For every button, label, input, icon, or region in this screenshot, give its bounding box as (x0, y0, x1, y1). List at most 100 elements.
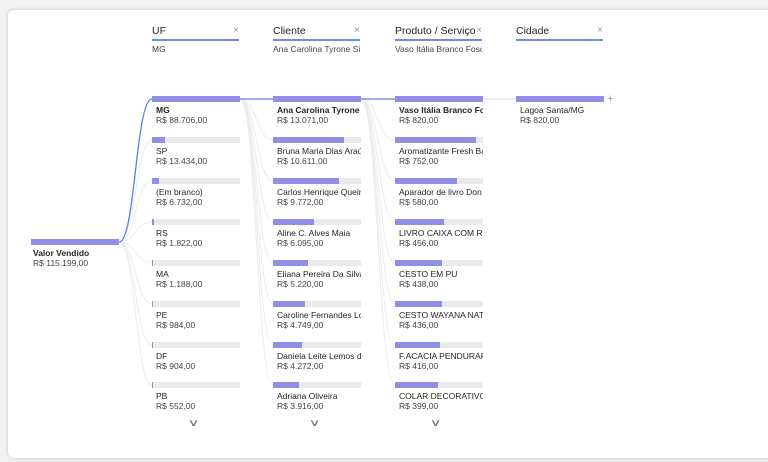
close-icon[interactable]: × (597, 25, 603, 36)
node-value: R$ 6.732,00 (156, 197, 203, 207)
value-bar (152, 96, 240, 102)
node-label: Lagoa Santa/MG (520, 105, 585, 115)
node-value: R$ 4.272,00 (277, 361, 324, 371)
node-value: R$ 1.188,00 (156, 279, 203, 289)
value-bar (395, 96, 483, 102)
node-value: R$ 88.706,00 (156, 115, 208, 125)
uf-node[interactable]: DF R$ 904,00 (152, 342, 240, 371)
value-bar (395, 342, 483, 348)
column-header-cliente: Cliente × Ana Carolina Tyrone Si... (273, 24, 360, 54)
uf-node[interactable]: (Em branco) R$ 6.732,00 (152, 178, 240, 207)
uf-node[interactable]: PB R$ 552,00 (152, 382, 240, 411)
node-value: R$ 904,00 (156, 361, 196, 371)
node-value: R$ 820,00 (399, 115, 439, 125)
root-bar (31, 239, 119, 245)
node-value: R$ 552,00 (156, 401, 196, 411)
value-bar (273, 382, 361, 388)
cliente-node[interactable]: Adriana Oliveira R$ 3.916,00 (273, 382, 361, 411)
cliente-node[interactable]: Aline C. Alves Maia R$ 6.095,00 (273, 219, 361, 248)
node-label: F.ACACIA PENDURAR ... (399, 351, 483, 361)
produto-node[interactable]: CESTO EM PU R$ 438,00 (395, 260, 483, 289)
produto-node[interactable]: Aromatizante Fresh Ba...R$ 752,00 (395, 137, 483, 166)
close-icon[interactable]: × (476, 25, 482, 36)
uf-node[interactable]: MA R$ 1.188,00 (152, 260, 240, 289)
node-value: R$ 820,00 (520, 115, 560, 125)
node-label: MG (156, 105, 170, 115)
column-header-uf: UF × MG (152, 24, 239, 54)
cliente-node[interactable]: Eliana Pereira Da Silva ...R$ 5.220,00 (273, 260, 361, 289)
node-value: R$ 984,00 (156, 320, 196, 330)
node-label: Aromatizante Fresh Ba... (399, 146, 483, 156)
node-value: R$ 399,00 (399, 401, 439, 411)
root-value: R$ 115.199,00 (33, 258, 89, 268)
node-label: CESTO EM PU (399, 269, 458, 279)
node-label: SP (156, 146, 168, 156)
cliente-node[interactable]: Daniela Leite Lemos d... R$ 4.272,00 (273, 342, 361, 371)
node-value: R$ 13.071,00 (277, 115, 329, 125)
cidade-node[interactable]: Lagoa Santa/MG R$ 820,00 (516, 96, 604, 125)
produto-node[interactable]: LIVRO CAIXA COM RE...R$ 456,00 (395, 219, 483, 248)
decomposition-tree-visual (8, 10, 768, 458)
value-bar (395, 137, 483, 143)
value-bar (273, 342, 361, 348)
node-label: Vaso Itália Branco Fo... (399, 105, 483, 115)
column-header-cidade: Cidade × (516, 24, 603, 44)
value-bar (395, 178, 483, 184)
add-level-icon[interactable]: + (607, 93, 614, 105)
chevron-down-icon[interactable]: ∨ (187, 418, 200, 429)
node-value: R$ 6.095,00 (277, 238, 324, 248)
column-header-produto: Produto / Serviço × Vaso Itália Branco F… (395, 24, 482, 54)
node-label: COLAR DECORATIVO E... (399, 391, 483, 401)
value-bar (395, 301, 483, 307)
node-value: R$ 10.611,00 (277, 156, 328, 166)
produto-node[interactable]: COLAR DECORATIVO E...R$ 399,00 (395, 382, 483, 411)
close-icon[interactable]: × (233, 25, 239, 36)
node-label: Daniela Leite Lemos d... (277, 351, 361, 361)
produto-node[interactable]: Aparador de livro Don ... R$ 580,00 (395, 178, 483, 207)
produto-node[interactable]: F.ACACIA PENDURAR ...R$ 416,00 (395, 342, 483, 371)
cliente-node[interactable]: Caroline Fernandes Lo...R$ 4.749,00 (273, 301, 361, 330)
column-title: Cliente (273, 24, 360, 41)
cliente-node[interactable]: Bruna Maria Dias Araúj...R$ 10.611,00 (273, 137, 361, 166)
column-title: UF (152, 24, 239, 41)
uf-node[interactable]: RS R$ 1.822,00 (152, 219, 240, 248)
value-bar (273, 219, 361, 225)
close-icon[interactable]: × (354, 25, 360, 36)
uf-node[interactable]: MG R$ 88.706,00 (152, 96, 240, 125)
node-label: Caroline Fernandes Lo... (277, 310, 361, 320)
value-bar (152, 137, 240, 143)
chevron-down-icon[interactable]: ∨ (429, 418, 442, 429)
produto-node[interactable]: Vaso Itália Branco Fo... R$ 820,00 (395, 96, 483, 125)
cliente-node[interactable]: Ana Carolina Tyrone ... R$ 13.071,00 (273, 96, 361, 125)
node-value: R$ 13.434,00 (156, 156, 208, 166)
value-bar (273, 137, 361, 143)
node-value: R$ 752,00 (399, 156, 439, 166)
uf-node[interactable]: PE R$ 984,00 (152, 301, 240, 330)
value-bar (152, 260, 240, 266)
chevron-down-icon[interactable]: ∨ (308, 418, 321, 429)
column-selection: Vaso Itália Branco Fosc... (395, 44, 482, 54)
value-bar (152, 219, 240, 225)
node-value: R$ 436,00 (399, 320, 439, 330)
value-bar (273, 178, 361, 184)
node-value: R$ 580,00 (399, 197, 439, 207)
cliente-node[interactable]: Carlos Henrique Queir... R$ 9.772,00 (273, 178, 361, 207)
node-label: CESTO WAYANA NATU... (399, 310, 483, 320)
node-value: R$ 3.916,00 (277, 401, 324, 411)
value-bar (152, 178, 240, 184)
node-label: MA (156, 269, 169, 279)
node-label: Aparador de livro Don ... (399, 187, 483, 197)
node-label: PB (156, 391, 168, 401)
node-value: R$ 438,00 (399, 279, 439, 289)
value-bar (273, 260, 361, 266)
value-bar (152, 342, 240, 348)
column-title: Cidade (516, 24, 603, 41)
uf-node[interactable]: SP R$ 13.434,00 (152, 137, 240, 166)
column-title: Produto / Serviço (395, 24, 482, 41)
root-node[interactable]: Valor Vendido R$ 115.199,00 (31, 239, 119, 268)
node-value: R$ 9.772,00 (277, 197, 324, 207)
column-selection: MG (152, 44, 166, 54)
produto-node[interactable]: CESTO WAYANA NATU...R$ 436,00 (395, 301, 483, 330)
node-label: Aline C. Alves Maia (277, 228, 351, 238)
